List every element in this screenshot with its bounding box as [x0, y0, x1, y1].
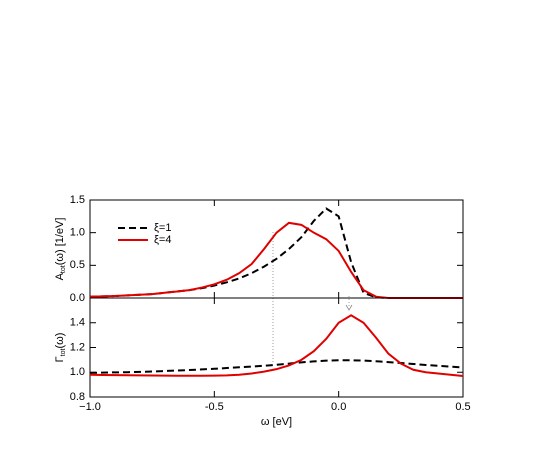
- y-label-main: Γ: [54, 356, 66, 362]
- y-tick-label: 1.2: [70, 341, 85, 353]
- line-series: [89, 207, 463, 299]
- y-label-main: A: [54, 272, 66, 280]
- y-tick-label: 0.8: [70, 391, 85, 403]
- line-series: [89, 314, 464, 377]
- legend-label: ξ=1: [154, 222, 171, 234]
- x-tick-label: −1.0: [79, 401, 101, 413]
- y-label-sub: tot: [60, 348, 67, 356]
- x-tick-label: 0.0: [331, 401, 346, 413]
- plot-frame: [89, 297, 464, 398]
- y-tick-label: 0.0: [70, 292, 85, 304]
- x-tick-label: 0.5: [455, 401, 470, 413]
- y-label-rest: (ω): [54, 333, 66, 349]
- y-tick-label: 1.4: [70, 317, 85, 329]
- y-tick-label: 1.0: [70, 366, 85, 378]
- line-series: [89, 221, 463, 299]
- y-axis-label: Atot(ω) [1/eV]: [54, 218, 67, 281]
- guide-arrow: [345, 304, 353, 311]
- legend-label: ξ=4: [154, 234, 171, 246]
- y-tick-label: 1.5: [70, 194, 85, 206]
- plot-frame: [89, 199, 464, 299]
- y-label-rest: (ω) [1/eV]: [54, 218, 66, 266]
- x-tick-label: -0.5: [205, 401, 224, 413]
- y-axis-label: Γtot(ω): [54, 333, 67, 363]
- y-tick-label: 0.5: [70, 259, 85, 271]
- y-label-sub: tot: [60, 265, 67, 273]
- x-axis-label: ω [eV]: [261, 416, 292, 428]
- y-tick-label: 1.0: [70, 227, 85, 239]
